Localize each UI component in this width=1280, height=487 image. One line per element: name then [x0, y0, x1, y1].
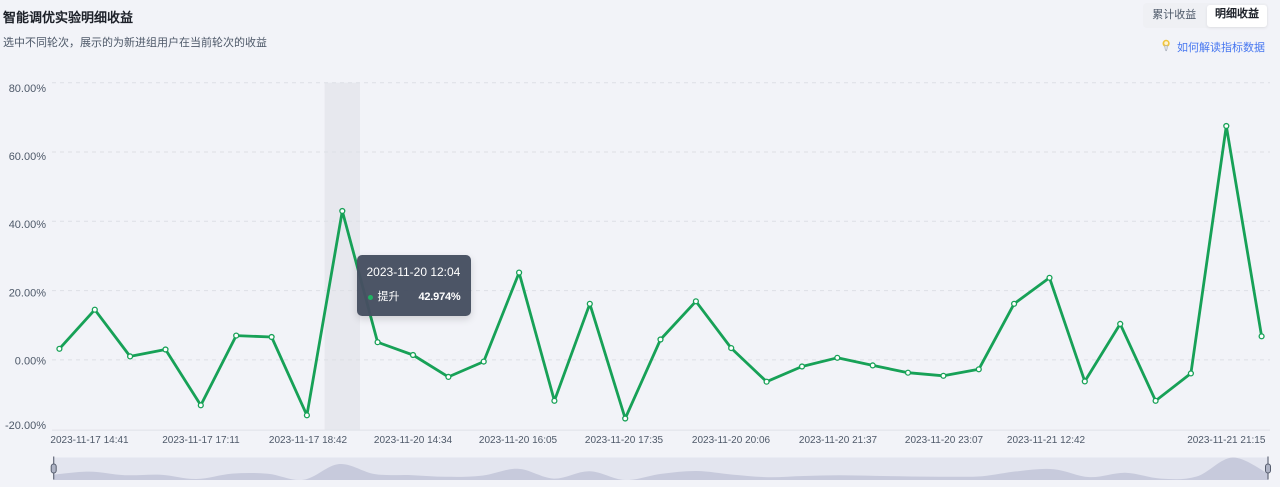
svg-text:80.00%: 80.00%: [9, 83, 47, 95]
svg-text:-20.00%: -20.00%: [5, 420, 46, 432]
svg-text:60.00%: 60.00%: [9, 151, 47, 163]
svg-text:0.00%: 0.00%: [15, 355, 46, 367]
svg-text:40.00%: 40.00%: [9, 219, 47, 231]
svg-text:2023-11-21 21:15: 2023-11-21 21:15: [1187, 435, 1266, 446]
svg-text:2023-11-20 14:34: 2023-11-20 14:34: [374, 435, 453, 446]
svg-text:2023-11-21 12:42: 2023-11-21 12:42: [1007, 435, 1086, 446]
svg-text:2023-11-17 14:41: 2023-11-17 14:41: [50, 435, 129, 446]
svg-text:2023-11-17 18:42: 2023-11-17 18:42: [269, 435, 348, 446]
svg-text:2023-11-20 20:06: 2023-11-20 20:06: [692, 435, 771, 446]
svg-text:2023-11-20 17:35: 2023-11-20 17:35: [585, 435, 664, 446]
svg-text:2023-11-20 16:05: 2023-11-20 16:05: [479, 435, 558, 446]
svg-text:2023-11-17 17:11: 2023-11-17 17:11: [162, 435, 240, 446]
svg-text:2023-11-20 23:07: 2023-11-20 23:07: [905, 435, 984, 446]
svg-text:20.00%: 20.00%: [9, 287, 47, 299]
svg-text:2023-11-20 21:37: 2023-11-20 21:37: [799, 435, 878, 446]
